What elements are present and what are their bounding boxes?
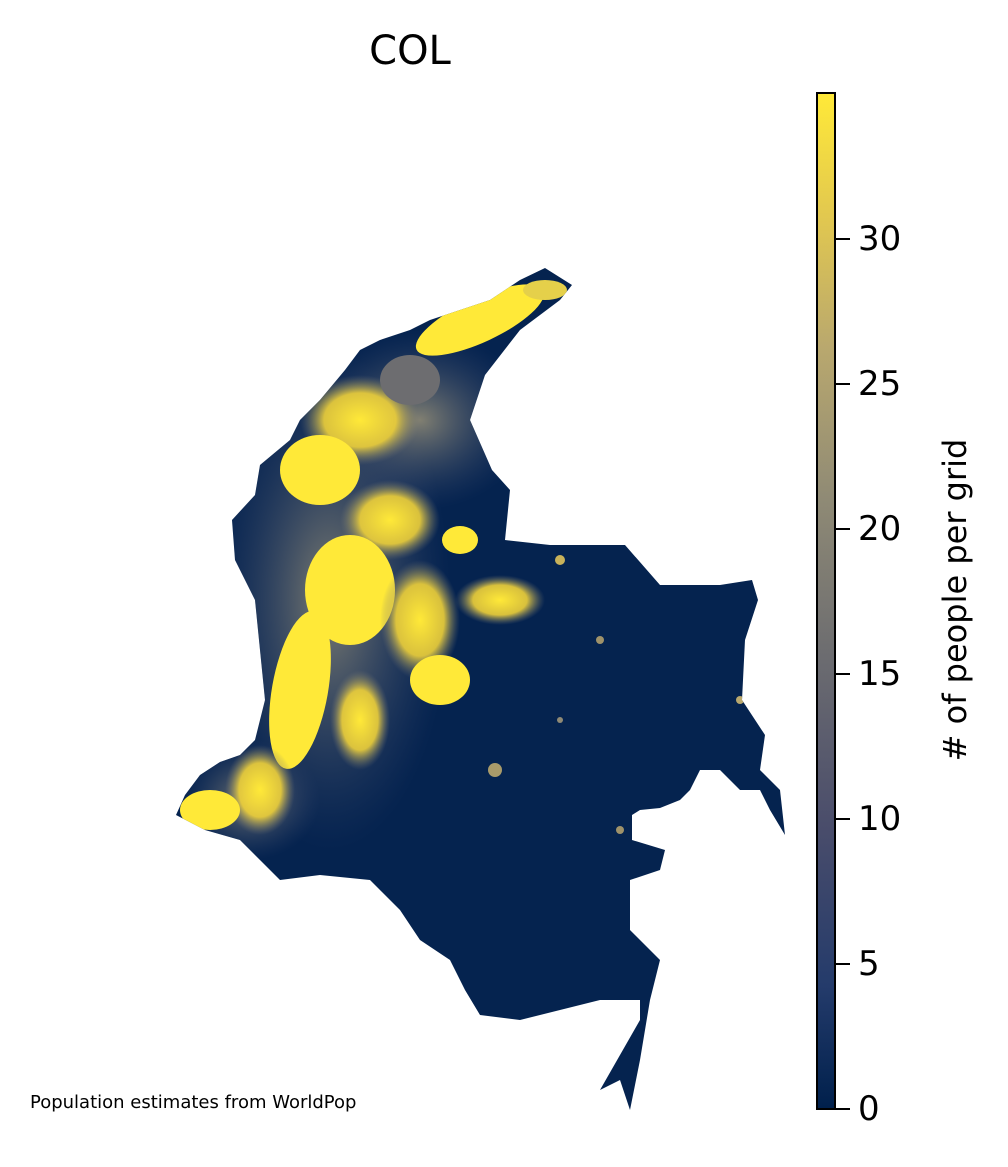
colorbar-tick	[836, 818, 850, 820]
colorbar	[816, 92, 836, 1110]
colorbar-tick-label: 30	[858, 219, 902, 259]
colorbar-tick-label: 5	[858, 944, 880, 984]
colorbar-tick	[836, 963, 850, 965]
colorbar-tick-label: 25	[858, 364, 902, 404]
map-title: COL	[369, 28, 451, 74]
colorbar-tick	[836, 383, 850, 385]
data-source-note: Population estimates from WorldPop	[30, 1092, 357, 1113]
colorbar-tick-label: 20	[858, 509, 902, 549]
colorbar-tick	[836, 528, 850, 530]
colorbar-tick	[836, 673, 850, 675]
colorbar-tick-label: 10	[858, 799, 902, 839]
colorbar-label: # of people per grid	[936, 438, 974, 762]
country-raster	[176, 268, 785, 1110]
colorbar-tick	[836, 1108, 850, 1110]
colorbar-tick	[836, 238, 850, 240]
colorbar-tick-label: 0	[858, 1089, 880, 1129]
population-map	[176, 268, 785, 1110]
colorbar-tick-label: 15	[858, 654, 902, 694]
